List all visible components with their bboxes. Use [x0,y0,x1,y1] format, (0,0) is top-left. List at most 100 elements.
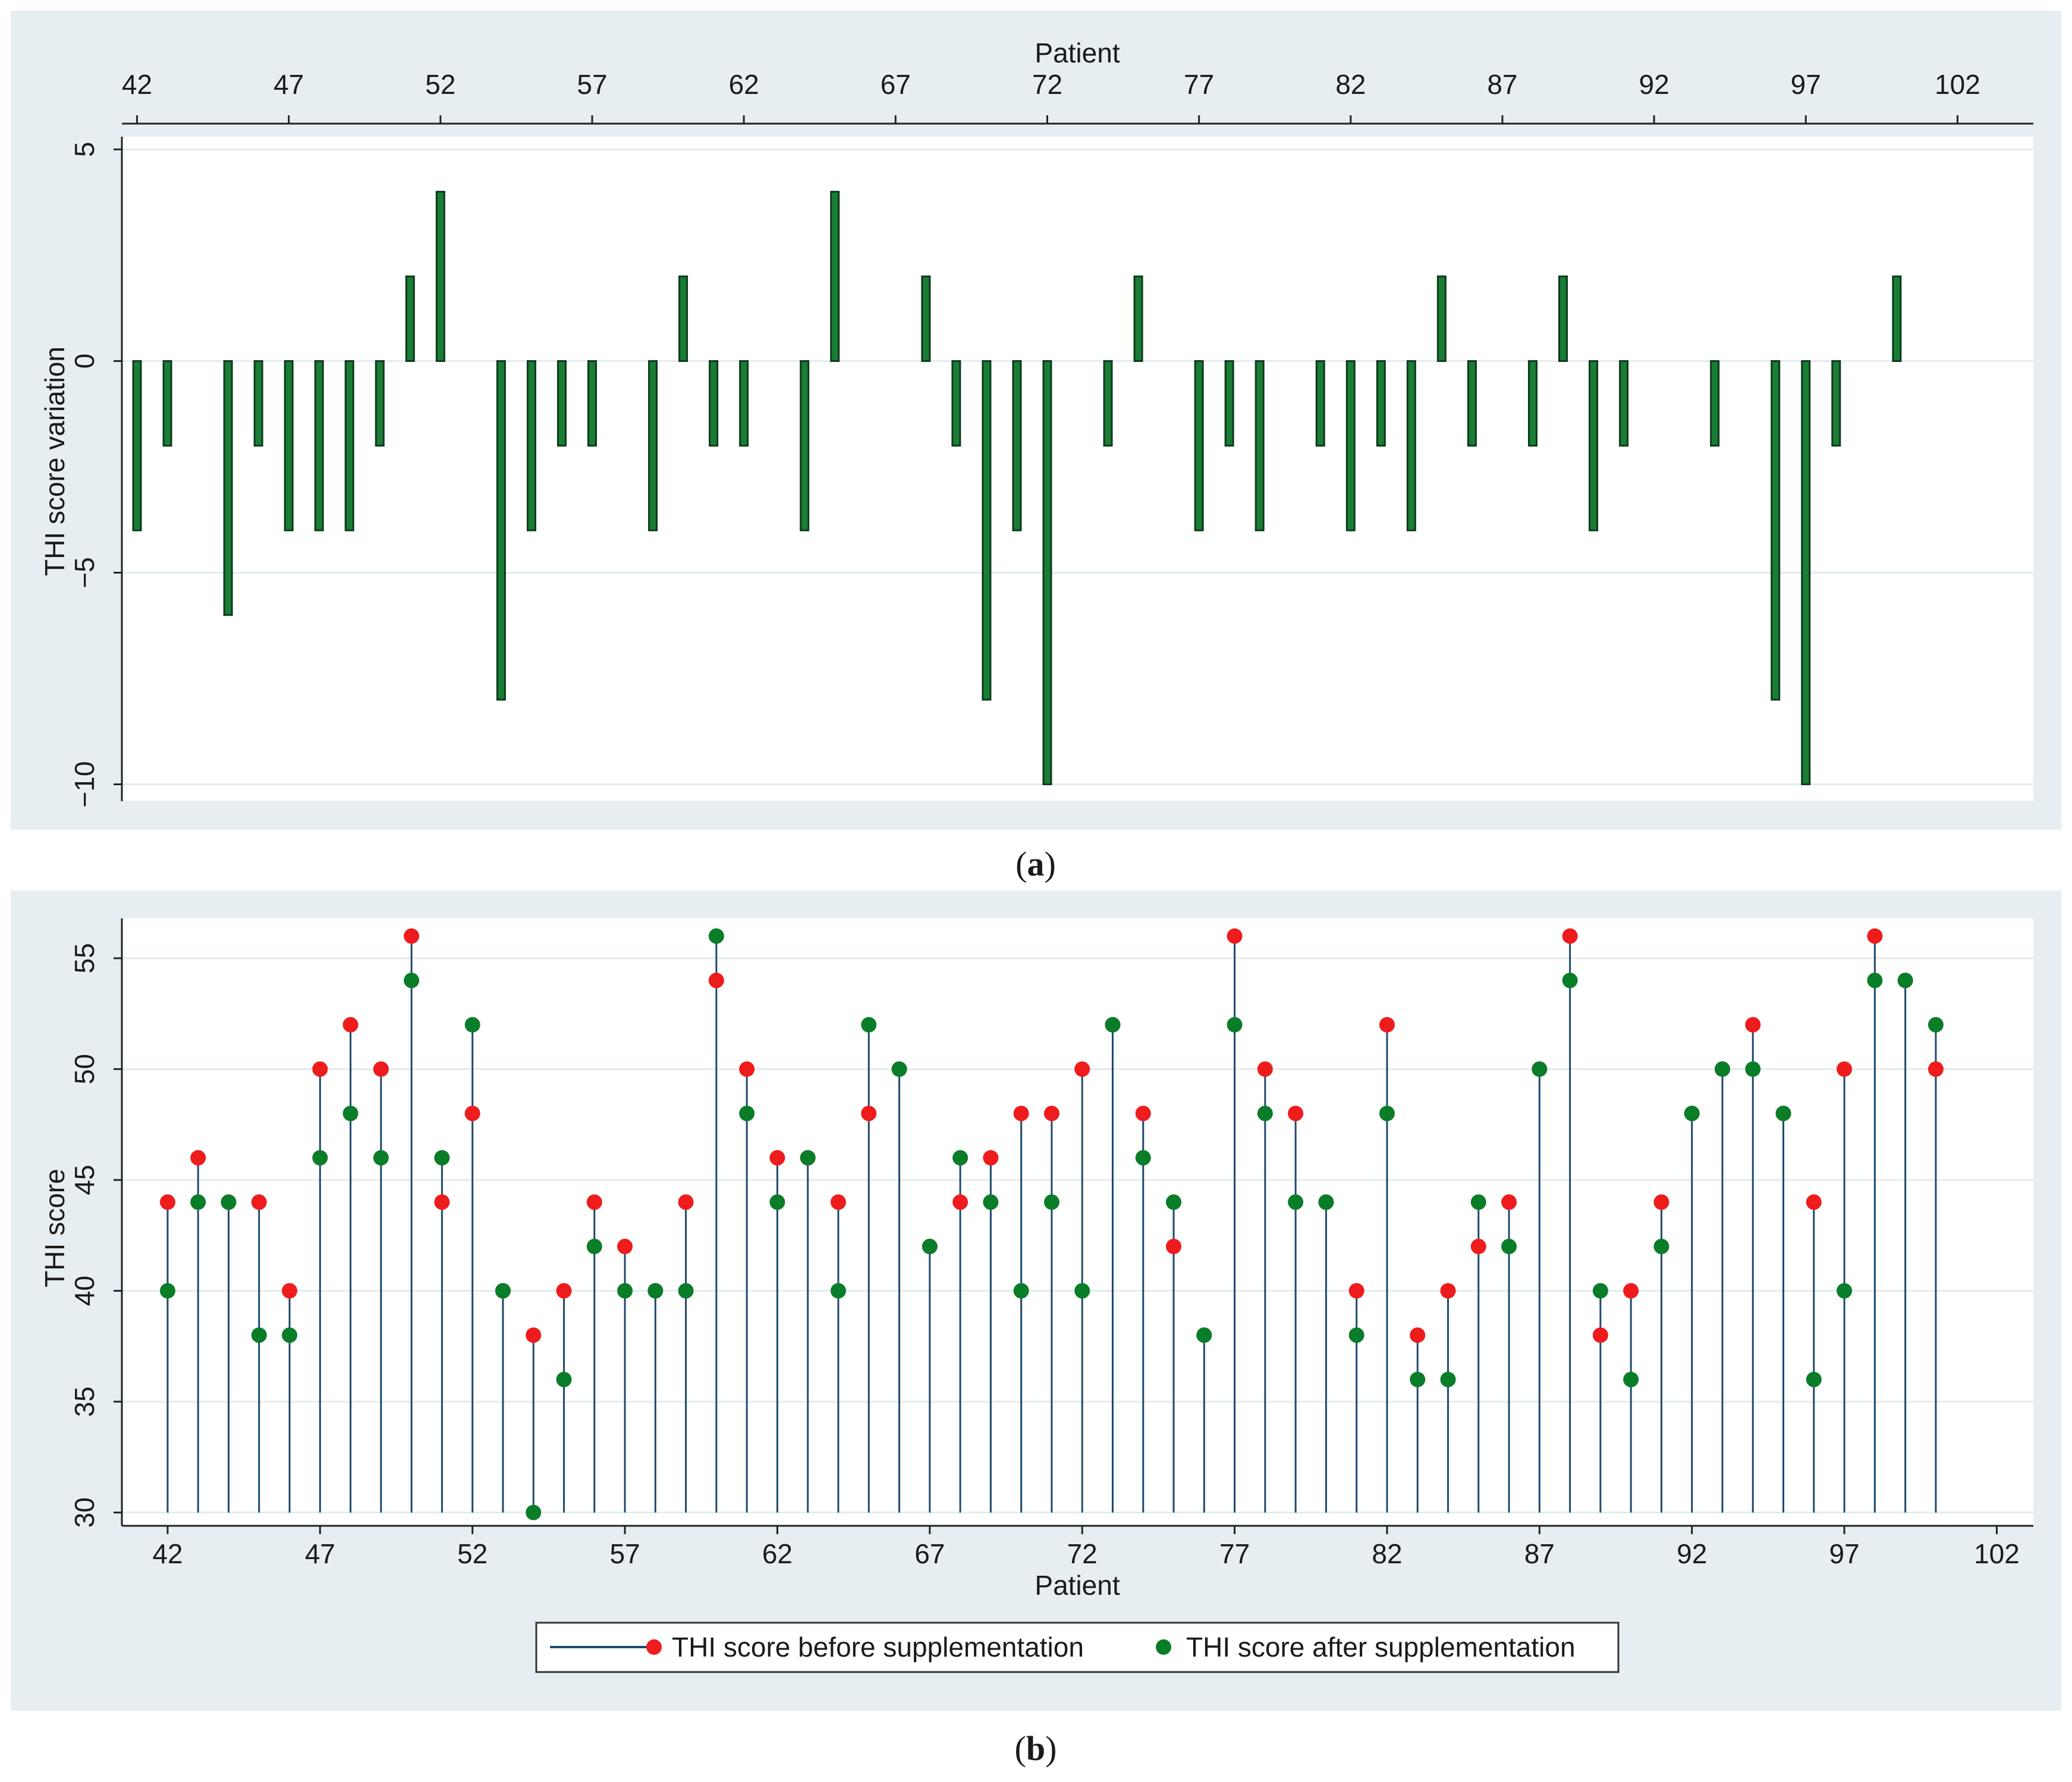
panel-a-bar [1012,360,1022,531]
panel-b-before-point [464,1106,480,1122]
panel-a-x-tick-label: 57 [577,69,607,100]
panel-b-before-point [526,1327,542,1343]
panel-b-before-point [1410,1327,1426,1343]
panel-a-y-ticks: 5 0 −5 −10 [69,142,122,808]
panel-b-before-point [1562,928,1578,944]
panel-b-after-point [282,1327,298,1343]
panel-a-x-tick-label: 67 [881,69,911,100]
panel-b-plot-area [122,918,2033,1526]
panel-b-x-ticks: 42 47 52 57 62 67 72 77 82 87 92 97 102 [152,1526,2020,1569]
panel-b-y-tick-label: 30 [69,1497,100,1528]
panel-a-x-tick-label: 92 [1639,69,1669,100]
panel-b-after-point [1837,1283,1853,1299]
panel-a-bar [223,360,233,616]
panel-a-bar [314,360,324,531]
panel-a-bar [921,275,931,362]
panel-b-y-tick-label: 40 [69,1276,100,1306]
panel-a-bar [526,360,536,531]
panel-b-y-tick-label: 35 [69,1387,100,1417]
panel-a-bar [1224,360,1234,447]
panel-a-x-tick-label: 82 [1335,69,1366,100]
panel-b-after-point [1166,1194,1182,1210]
panel-b-before-point [739,1061,755,1077]
panel-a-bar [1345,360,1356,531]
panel-b-after-point [1196,1327,1212,1343]
panel-a-bar [1831,360,1841,447]
panel-b-after-point [1684,1106,1700,1122]
panel-b-after-point [861,1017,877,1033]
panel-b-before-point [678,1194,694,1210]
panel-a-bar [1710,360,1720,447]
panel-a-x-tick-label: 42 [122,69,152,100]
panel-b-before-point [952,1194,969,1210]
panel-b-after-point [891,1061,907,1077]
legend-after-marker [1156,1639,1171,1655]
panel-a-bar [162,360,172,447]
panel-a-caption-open: ( [1015,845,1027,883]
legend-before-label: THI score before supplementation [672,1632,1084,1663]
panel-b-before-point [1928,1061,1944,1077]
panel-a-bar [1436,275,1447,362]
panel-b-y-ticks: 30 35 40 45 50 55 [69,943,122,1528]
panel-b-after-point [312,1150,328,1166]
panel-b-after-point [373,1150,389,1166]
panel-b-x-axis-title: Patient [1035,1570,1120,1601]
panel-b-after-point [1501,1239,1517,1255]
panel-a-bar [709,360,719,447]
legend-box [535,1622,1620,1673]
panel-b-after-point [1440,1371,1456,1387]
panel-b-before-point [251,1194,267,1210]
panel-b-before-point [1227,928,1243,944]
panel-b-x-tick-label: 62 [762,1538,793,1569]
panel-a-y-tick-label: −10 [69,761,100,808]
panel-b-after-point [1592,1283,1608,1299]
panel-b-after-point [983,1194,999,1210]
panel-a-bar [1194,360,1204,531]
panel-b-after-point [1714,1061,1730,1077]
panel-b-y-tick-label: 45 [69,1165,100,1195]
panel-b-after-point [190,1194,206,1210]
panel-b-caption-letter: b [1026,1729,1045,1768]
panel-b-after-point [221,1194,237,1210]
panel-b-after-point [830,1283,846,1299]
panel-b-before-point [1837,1061,1853,1077]
panel-b-after-point [159,1283,175,1299]
panel-b-after-point [1928,1017,1944,1033]
panel-a-bar [375,360,385,447]
panel-a-bar [830,191,840,362]
panel-b-before-point [1623,1283,1639,1299]
panel-b-before-point [1013,1106,1029,1122]
panel-a-bar [1558,275,1568,362]
panel-b-y-tick-label: 50 [69,1054,100,1084]
panel-b-before-point [1166,1239,1182,1255]
panel-b-after-point [342,1106,359,1122]
panel-a-x-tick-label: 62 [729,69,759,100]
panel-b-after-point [495,1283,511,1299]
panel-b-before-point [1745,1017,1761,1033]
panel-b-after-point [1135,1150,1151,1166]
panel-a-caption-letter: a [1027,845,1045,883]
panel-a-bar [496,360,506,701]
panel-a-x-tick-label: 87 [1487,69,1517,100]
panel-b-after-point [556,1371,572,1387]
panel-a-bar [405,275,415,362]
panel-b-x-tick-label: 67 [914,1538,945,1569]
panel-a-bar [284,360,294,531]
panel-a-plot-area [122,137,2033,801]
panel-b-before-point [1653,1194,1669,1210]
panel-b-x-tick-label: 72 [1067,1538,1098,1569]
panel-a-bar [253,360,263,447]
panel-b-after-point [1867,972,1883,988]
panel-a-bar [344,360,354,531]
panel-b-x-tick-label: 87 [1524,1538,1555,1569]
panel-b-x-tick-label: 42 [152,1538,183,1569]
panel-a-bar [1771,360,1781,701]
panel-b-after-point [1348,1327,1364,1343]
panel-a-bar [132,360,142,531]
panel-b-after-point [1745,1061,1761,1077]
panel-b-before-point [434,1194,450,1210]
panel-a-bar [556,360,567,447]
panel-a-bar [1315,360,1325,447]
panel-b-before-point [342,1017,359,1033]
panel-b-after-point [708,928,724,944]
